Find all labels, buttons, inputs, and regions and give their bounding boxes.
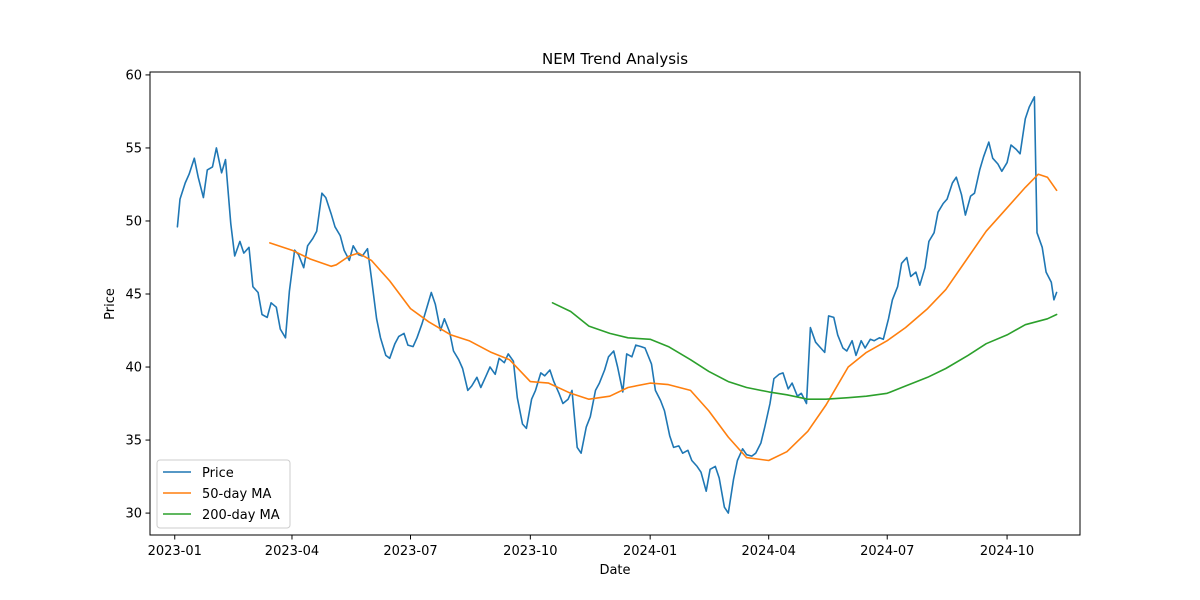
- x-tick-label: 2024-01: [623, 544, 677, 559]
- y-tick-label: 45: [125, 288, 142, 303]
- series-line-200-day-ma: [551, 302, 1058, 400]
- y-tick-label: 40: [125, 361, 142, 376]
- y-tick-label: 60: [125, 68, 142, 83]
- plot-frame: [149, 71, 1081, 536]
- legend-label-50-day-ma: 50-day MA: [202, 487, 271, 502]
- legend-label-200-day-ma: 200-day MA: [202, 508, 280, 523]
- series-line-50-day-ma: [269, 173, 1058, 462]
- series-line-price: [176, 96, 1058, 514]
- y-tick-label: 30: [125, 507, 142, 522]
- plot-lines: [176, 96, 1058, 514]
- x-tick-label: 2023-04: [265, 544, 319, 559]
- chart-title: NEM Trend Analysis: [542, 50, 688, 68]
- legend-label-price: Price: [202, 466, 234, 481]
- y-axis-title: Price: [103, 288, 118, 320]
- y-tick-label: 50: [125, 214, 142, 229]
- x-tick-label: 2023-01: [148, 544, 202, 559]
- x-tick-label: 2023-10: [503, 544, 557, 559]
- y-axis: 30 35 40 45 50 55 60: [125, 68, 150, 522]
- x-tick-label: 2024-10: [980, 544, 1034, 559]
- x-axis: 2023-01 2023-04 2023-07 2023-10 2024-01 2024-…: [148, 535, 1034, 559]
- legend-box: [156, 459, 291, 529]
- y-tick-label: 55: [125, 141, 142, 156]
- x-axis-title: Date: [599, 563, 630, 578]
- x-tick-label: 2024-04: [742, 544, 796, 559]
- legend: Price 50-day MA 200-day MA: [156, 459, 291, 529]
- x-tick-label: 2023-07: [383, 544, 437, 559]
- x-tick-label: 2024-07: [860, 544, 914, 559]
- y-tick-label: 35: [125, 434, 142, 449]
